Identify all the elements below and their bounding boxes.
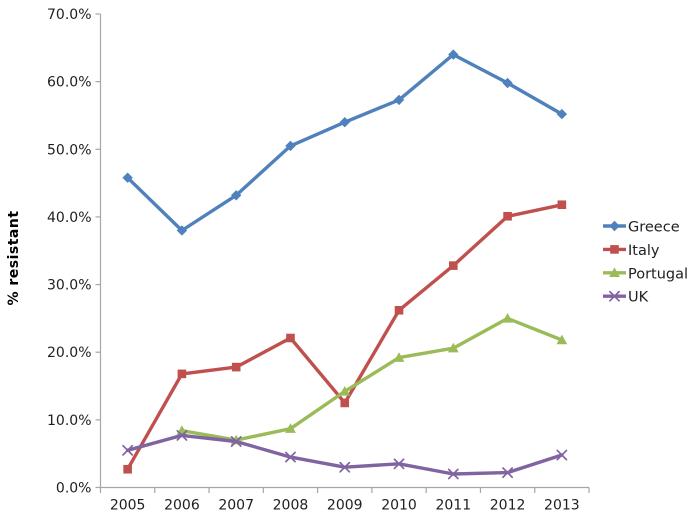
series-line bbox=[125, 203, 564, 471]
y-tick-label: 50.0% bbox=[47, 142, 91, 158]
legend-marker bbox=[610, 245, 619, 254]
data-point bbox=[339, 386, 351, 396]
x-tick-label: 2008 bbox=[273, 498, 309, 514]
data-point bbox=[176, 225, 188, 236]
legend-item-uk: UK bbox=[603, 290, 649, 306]
x-tick-label: 2011 bbox=[435, 498, 471, 514]
data-point bbox=[556, 108, 568, 120]
series-uk bbox=[122, 429, 568, 480]
x-tick-label: 2006 bbox=[164, 498, 200, 514]
x-tick-label: 2013 bbox=[544, 498, 580, 514]
y-tick-label: 70.0% bbox=[47, 7, 91, 23]
data-point bbox=[502, 312, 513, 323]
y-tick-label: 10.0% bbox=[47, 413, 91, 429]
data-point bbox=[285, 451, 296, 463]
data-point bbox=[339, 117, 350, 128]
legend-label: UK bbox=[628, 290, 649, 306]
legend-label: Greece bbox=[628, 220, 680, 236]
data-point bbox=[447, 342, 459, 353]
legend-label: Italy bbox=[628, 243, 660, 259]
data-point bbox=[393, 94, 405, 106]
legend-label: Portugal bbox=[628, 266, 688, 282]
y-tick-label: 20.0% bbox=[47, 345, 91, 361]
series-italy bbox=[123, 200, 567, 474]
data-point bbox=[176, 429, 188, 441]
data-point bbox=[285, 423, 296, 433]
series-portugal bbox=[176, 312, 568, 445]
legend-marker bbox=[609, 267, 620, 277]
y-tick-label: 0.0% bbox=[56, 481, 92, 497]
data-point bbox=[394, 305, 404, 315]
data-point bbox=[177, 369, 187, 379]
data-point bbox=[447, 468, 459, 480]
data-point bbox=[122, 444, 134, 456]
legend-marker bbox=[609, 220, 620, 232]
data-point bbox=[393, 458, 405, 470]
data-point bbox=[340, 398, 350, 408]
x-tick-label: 2009 bbox=[327, 498, 363, 514]
legend-item-greece: Greece bbox=[603, 220, 680, 236]
x-tick-label: 2007 bbox=[218, 498, 254, 514]
x-tick-label: 2005 bbox=[110, 498, 146, 514]
legend-marker bbox=[609, 290, 620, 302]
data-point bbox=[502, 467, 514, 479]
y-axis-title: % resistant bbox=[6, 210, 22, 305]
data-point bbox=[448, 49, 459, 60]
series-line bbox=[180, 316, 564, 442]
legend-item-italy: Italy bbox=[603, 243, 660, 259]
legend-item-portugal: Portugal bbox=[603, 266, 688, 282]
data-point bbox=[556, 449, 568, 461]
legend: Greece Italy Portugal UK bbox=[603, 220, 688, 306]
x-tick-label: 2012 bbox=[490, 498, 526, 514]
data-point bbox=[557, 200, 567, 210]
data-point bbox=[286, 333, 295, 343]
y-tick-label: 30.0% bbox=[47, 278, 91, 294]
data-point bbox=[123, 464, 132, 474]
data-point bbox=[449, 261, 458, 270]
data-point bbox=[231, 362, 241, 372]
data-point bbox=[230, 436, 242, 447]
data-point bbox=[503, 211, 512, 221]
data-point bbox=[285, 140, 296, 152]
data-point bbox=[339, 461, 351, 473]
y-tick-label: 60.0% bbox=[47, 75, 91, 91]
data-point bbox=[122, 172, 133, 183]
data-point bbox=[230, 190, 242, 201]
data-point bbox=[556, 334, 568, 345]
data-point bbox=[393, 352, 405, 362]
x-tick-label: 2010 bbox=[381, 498, 417, 514]
series-greece bbox=[122, 49, 568, 236]
y-tick-label: 40.0% bbox=[47, 210, 91, 226]
data-point bbox=[502, 77, 513, 89]
series-line bbox=[125, 52, 564, 233]
